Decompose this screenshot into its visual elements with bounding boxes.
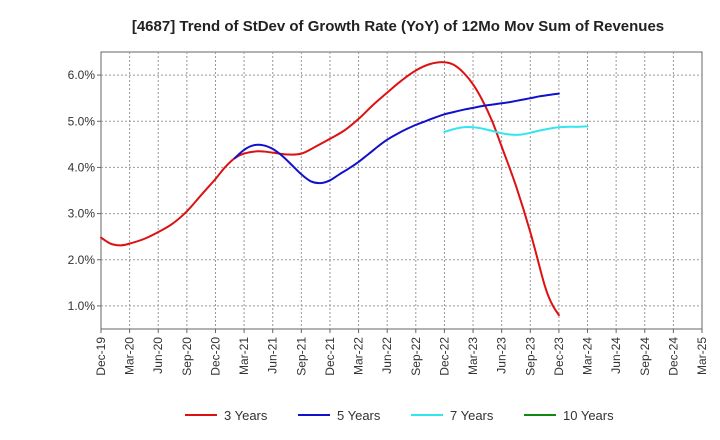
grid-lines [101, 52, 702, 329]
x-tick-label: Sep-24 [638, 337, 652, 376]
y-axis: 1.0% 2.0% 3.0% 4.0% 5.0% 6.0% [68, 68, 101, 313]
x-tick-label: Mar-23 [466, 337, 480, 375]
x-tick-label: Dec-24 [666, 337, 680, 376]
y-tick-label: 3.0% [68, 207, 96, 221]
x-tick-label: Mar-22 [352, 337, 366, 375]
x-tick-label: Dec-22 [437, 337, 451, 376]
legend-label-10-years: 10 Years [563, 408, 614, 423]
y-tick-label: 5.0% [68, 114, 96, 128]
x-tick-label: Jun-20 [151, 337, 165, 374]
x-tick-label: Dec-19 [94, 337, 108, 376]
legend-label-3-years: 3 Years [224, 408, 268, 423]
series-line-5-years [233, 92, 560, 185]
x-tick-label: Mar-20 [123, 337, 137, 375]
x-tick-label: Jun-22 [380, 337, 394, 374]
x-tick-label: Dec-21 [323, 337, 337, 376]
series-line-3-years [100, 61, 560, 317]
plot-area [100, 51, 703, 330]
legend: 3 Years 5 Years 7 Years 10 Years [185, 408, 614, 423]
y-tick-label: 6.0% [68, 68, 96, 82]
x-tick-label: Jun-23 [495, 337, 509, 374]
y-tick-label: 4.0% [68, 160, 96, 174]
x-tick-label: Sep-22 [409, 337, 423, 376]
x-tick-label: Jun-21 [266, 337, 280, 374]
x-tick-label: Mar-25 [695, 337, 709, 375]
x-axis: Dec-19 Mar-20 Jun-20 Sep-20 Dec-20 Mar-21 Jun-… [94, 329, 709, 376]
legend-label-5-years: 5 Years [337, 408, 381, 423]
series-lines [100, 61, 589, 317]
y-tick-label: 2.0% [68, 253, 96, 267]
chart-title: [4687] Trend of StDev of Growth Rate (Yo… [132, 18, 664, 35]
x-tick-label: Sep-20 [180, 337, 194, 376]
legend-label-7-years: 7 Years [450, 408, 494, 423]
series-line-7-years [443, 125, 589, 136]
x-tick-label: Mar-24 [581, 337, 595, 375]
x-tick-label: Dec-23 [552, 337, 566, 376]
x-tick-label: Sep-23 [523, 337, 537, 376]
y-tick-label: 1.0% [68, 299, 96, 313]
x-tick-label: Dec-20 [208, 337, 222, 376]
x-tick-label: Mar-21 [237, 337, 251, 375]
x-tick-label: Jun-24 [609, 337, 623, 374]
x-tick-label: Sep-21 [294, 337, 308, 376]
